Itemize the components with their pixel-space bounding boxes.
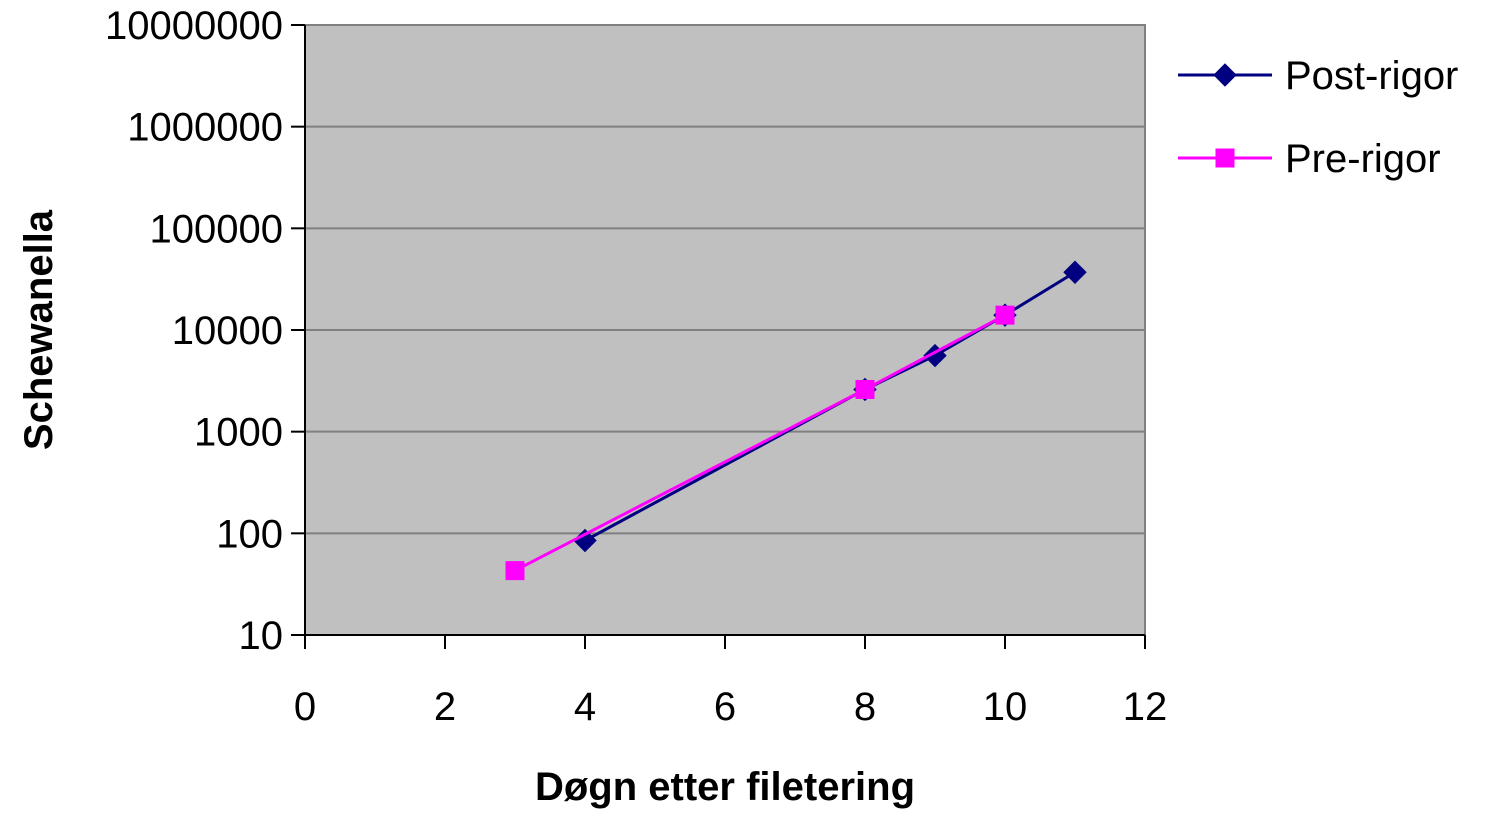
y-axis-title: Schewanella xyxy=(17,209,61,450)
data-point xyxy=(995,305,1015,325)
legend-label: Pre-rigor xyxy=(1285,137,1441,181)
series-pre-rigor xyxy=(505,305,1015,581)
gridlines xyxy=(305,125,1145,535)
x-tick-label: 8 xyxy=(854,685,876,729)
x-tick-label: 10 xyxy=(983,685,1028,729)
series-layer xyxy=(505,260,1087,581)
data-point xyxy=(505,561,525,581)
data-point xyxy=(1063,260,1087,284)
x-tick-label: 2 xyxy=(434,685,456,729)
legend-item: Post-rigor xyxy=(1178,54,1458,98)
x-tick-label: 4 xyxy=(574,685,596,729)
y-tick-label: 10000 xyxy=(172,309,283,353)
y-tick-label: 10000000 xyxy=(105,4,283,48)
y-tick-label: 1000 xyxy=(194,411,283,455)
legend: Post-rigor Pre-rigor xyxy=(1178,54,1458,181)
x-axis-title: Døgn etter filetering xyxy=(535,765,915,809)
legend-item: Pre-rigor xyxy=(1178,137,1441,181)
axes: 10 100 1000 10000 100000 1000000 10000000 0 2 4 6 8… xyxy=(105,4,1167,729)
legend-marker xyxy=(1215,148,1235,168)
x-tick-label: 0 xyxy=(294,685,316,729)
y-tick-label: 10 xyxy=(239,614,284,658)
x-tick-label: 12 xyxy=(1123,685,1168,729)
y-tick-label: 100 xyxy=(216,512,283,556)
y-tick-label: 100000 xyxy=(150,207,283,251)
legend-label: Post-rigor xyxy=(1285,54,1458,98)
x-tick-label: 6 xyxy=(714,685,736,729)
data-point xyxy=(855,379,875,399)
legend-marker xyxy=(1213,63,1237,87)
y-tick-label: 1000000 xyxy=(127,106,283,150)
